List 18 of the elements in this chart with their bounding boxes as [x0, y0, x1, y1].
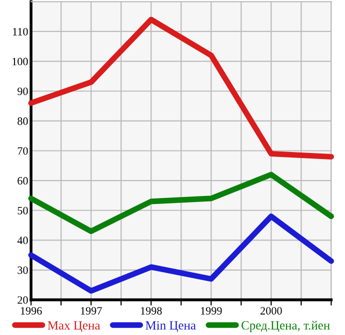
y-tick-label: 60 — [18, 177, 28, 185]
x-tick-label: 1997 — [80, 307, 102, 315]
legend-label: Min Цена — [146, 321, 196, 332]
y-tick-label: 100 — [12, 58, 28, 66]
y-tick-label: 70 — [18, 147, 28, 155]
y-tick-label: 50 — [18, 206, 28, 214]
x-tick-label: 1996 — [20, 307, 42, 315]
y-tick-label: 80 — [18, 117, 28, 125]
x-tick-label: 1999 — [201, 307, 222, 315]
y-tick-label: 40 — [17, 236, 28, 244]
legend-label: Max Цена — [48, 321, 100, 332]
x-tick-label: 1998 — [140, 307, 162, 315]
y-tick-label: 20 — [18, 296, 28, 304]
x-tick-label: 2000 — [260, 307, 282, 315]
y-tick-label: 90 — [18, 88, 28, 96]
y-tick-label: 110 — [13, 28, 28, 36]
legend-label: Сред.Цена, т.йен — [242, 320, 330, 332]
y-tick-label: 30 — [18, 266, 28, 274]
